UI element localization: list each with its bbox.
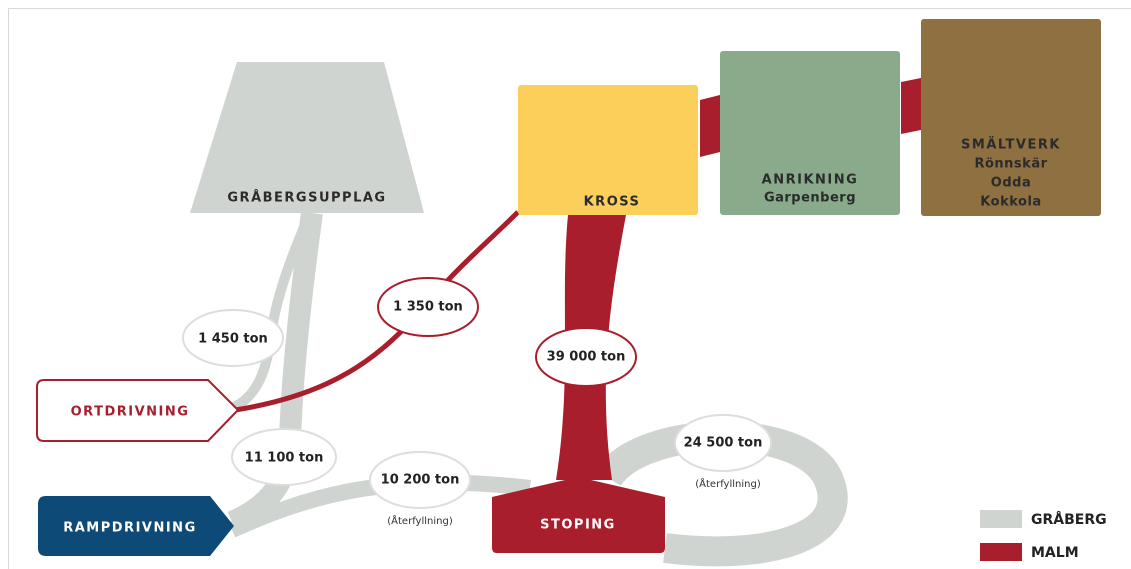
ramp-node [38, 496, 234, 556]
flow-label: 1 350 ton [393, 300, 463, 315]
crusher [518, 85, 698, 215]
concentrator [720, 51, 900, 215]
node-label: KROSS [584, 195, 641, 210]
flow-badge [535, 327, 637, 387]
connector [901, 78, 921, 134]
legend: GRÅBERG MALM [980, 510, 1107, 561]
flow-note: (Återfyllning) [695, 477, 761, 490]
flow-label: 11 100 ton [245, 451, 324, 466]
flow [228, 474, 531, 538]
flow [227, 211, 323, 533]
node-label: ORTDRIVNING [71, 405, 190, 420]
flow-badge [231, 428, 337, 486]
legend-label: MALM [1031, 545, 1079, 561]
node-sublabel: Odda [991, 176, 1031, 191]
node-label: RAMPDRIVNING [63, 521, 197, 536]
flow-badge [377, 277, 479, 337]
smelter [921, 19, 1101, 216]
frame [8, 8, 1131, 569]
flow-label: 39 000 ton [547, 350, 626, 365]
flow-badge [369, 451, 471, 509]
stoping-node [492, 477, 665, 553]
node-label: GRÅBERGSUPPLAG [227, 190, 386, 206]
flow-label: 1 450 ton [198, 332, 268, 347]
flow-note: (Återfyllning) [387, 514, 453, 527]
legend-label: GRÅBERG [1031, 511, 1107, 528]
flow-badge [182, 309, 284, 367]
legend-swatch [980, 543, 1022, 561]
flow-label: 24 500 ton [684, 436, 763, 451]
node-label: SMÄLTVERK [961, 137, 1061, 153]
flow-labels: 1 450 ton 1 350 ton 39 000 ton 11 100 to… [182, 277, 772, 527]
flow [595, 421, 848, 567]
node-sublabel: Garpenberg [764, 191, 856, 206]
flow-badge [674, 414, 772, 472]
node-label: STOPING [540, 518, 616, 533]
connector [700, 95, 720, 157]
node-label: ANRIKNING [762, 173, 859, 188]
drifting-node [36, 379, 240, 442]
waste-pile [190, 62, 424, 213]
legend-swatch [980, 510, 1022, 528]
node-sublabel: Rönnskär [974, 157, 1047, 172]
node-sublabel: Kokkola [980, 195, 1041, 210]
flow-label: 10 200 ton [381, 473, 460, 488]
